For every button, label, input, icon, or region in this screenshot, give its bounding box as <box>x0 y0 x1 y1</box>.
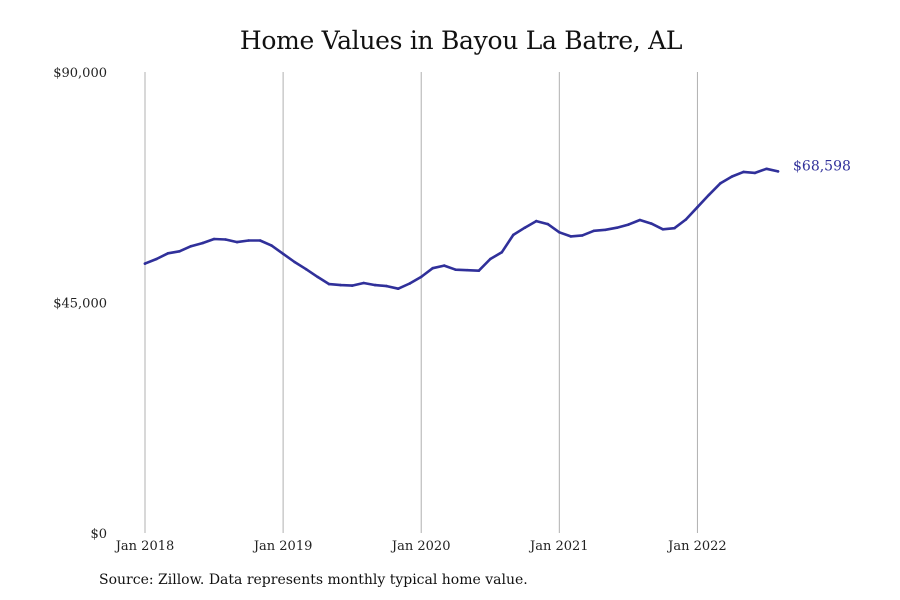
data-point <box>489 257 492 261</box>
data-point <box>304 267 308 271</box>
data-point <box>650 222 653 225</box>
data-point <box>350 284 354 287</box>
data-point <box>327 282 331 286</box>
x-tick-label: Jan 2021 <box>528 539 589 554</box>
data-point <box>638 218 642 222</box>
data-point <box>742 170 745 174</box>
data-point <box>362 281 366 285</box>
data-point <box>466 268 469 272</box>
x-tick-label: Jan 2019 <box>252 539 313 554</box>
data-point <box>293 260 296 264</box>
data-point <box>281 252 285 256</box>
data-point <box>523 226 527 229</box>
data-point <box>673 226 676 230</box>
x-tick-label: Jan 2018 <box>114 539 175 554</box>
data-point <box>753 171 757 175</box>
y-tick-label: $90,000 <box>53 66 107 81</box>
chart-title: Home Values in Bayou La Batre, AL <box>239 26 683 55</box>
data-point <box>707 193 711 197</box>
data-point <box>247 239 250 242</box>
source-note: Source: Zillow. Data represents monthly … <box>99 572 528 588</box>
data-point <box>431 266 435 270</box>
data-point <box>189 244 193 248</box>
y-axis-ticks: $0 $45,000 $90,000 <box>53 66 107 542</box>
data-point <box>512 233 515 237</box>
data-point <box>385 284 389 288</box>
data-point <box>696 205 699 209</box>
x-tick-label: Jan 2020 <box>390 539 451 554</box>
data-point <box>546 222 550 226</box>
series-line-home-value <box>143 167 780 290</box>
data-point <box>500 251 504 254</box>
x-axis-ticks: Jan 2018 Jan 2019 Jan 2020 Jan 2021 Jan 2022 <box>114 539 727 554</box>
data-point <box>535 219 538 223</box>
data-point <box>201 241 204 245</box>
data-point <box>270 244 273 247</box>
data-point <box>212 237 216 241</box>
data-point <box>396 287 400 291</box>
data-point <box>776 170 780 173</box>
data-point <box>316 275 319 279</box>
x-tick-label: Jan 2022 <box>666 539 727 554</box>
data-point <box>730 175 734 178</box>
data-points <box>143 167 780 291</box>
data-point <box>604 228 607 232</box>
data-point <box>258 239 262 242</box>
data-point <box>615 226 619 229</box>
data-point <box>155 257 158 261</box>
data-point <box>442 264 446 267</box>
gridlines <box>144 72 698 533</box>
data-point <box>569 235 573 238</box>
data-point <box>224 238 227 241</box>
data-point <box>592 229 596 233</box>
data-point <box>339 283 343 287</box>
data-point <box>684 218 688 221</box>
data-point <box>558 231 561 234</box>
data-point <box>661 228 665 231</box>
data-point <box>235 240 239 244</box>
data-point <box>765 167 768 171</box>
y-tick-label: $45,000 <box>53 297 107 312</box>
data-point <box>477 269 481 273</box>
data-point <box>719 181 722 185</box>
data-point <box>581 234 584 237</box>
data-point <box>454 268 458 272</box>
data-point <box>373 283 377 287</box>
data-point <box>627 223 630 226</box>
data-point <box>178 250 181 253</box>
data-point <box>166 252 170 255</box>
data-point <box>143 262 147 265</box>
data-point <box>408 282 412 285</box>
end-value-label: $68,598 <box>793 158 851 174</box>
data-point <box>419 275 423 279</box>
y-tick-label: $0 <box>90 527 107 542</box>
